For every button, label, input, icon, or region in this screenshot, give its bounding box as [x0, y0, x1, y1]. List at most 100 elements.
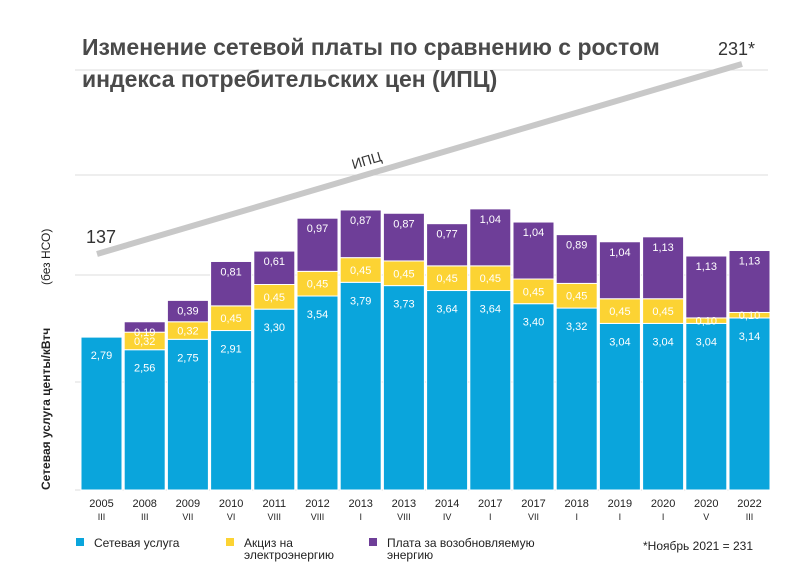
legend-entry-label: электроэнергию	[244, 548, 334, 562]
bar-segment-network	[123, 349, 166, 491]
data-label: 0,45	[652, 306, 673, 318]
bar-segment-renewable	[555, 234, 598, 284]
chart-title-line-2: индекса потребительских цен (ИПЦ)	[82, 66, 497, 92]
data-label: 0,10	[739, 310, 760, 322]
data-label: 2,91	[220, 344, 241, 356]
data-label: 3,64	[436, 304, 457, 316]
data-label: 0,45	[220, 313, 241, 325]
bar-segment-renewable	[382, 212, 425, 262]
bar-segment-network	[296, 295, 339, 491]
legend-swatch	[369, 538, 377, 546]
cpi-line	[96, 61, 743, 257]
x-tick-year: 2008	[132, 498, 156, 510]
x-tick-year: 2011	[262, 498, 286, 510]
data-label: 3,79	[350, 295, 371, 307]
bar-segment-renewable	[123, 321, 166, 333]
x-tick-month: I	[489, 512, 492, 522]
bar-segment-network	[685, 322, 728, 491]
bar-segment-excise	[598, 298, 641, 324]
data-label: 1,04	[480, 214, 501, 226]
bar-segment-renewable	[728, 250, 771, 313]
data-label: 0,39	[177, 305, 198, 317]
x-tick-year: 2010	[219, 498, 243, 510]
data-label: 0,89	[566, 240, 587, 252]
chart-title-line-1: Изменение сетевой платы по сравнению с р…	[82, 34, 660, 60]
data-label: 0,77	[436, 229, 457, 241]
data-label: 0,87	[393, 218, 414, 230]
x-tick-month: VI	[227, 512, 236, 522]
x-tick-month: III	[98, 512, 106, 522]
x-tick-year: 2013	[392, 498, 416, 510]
x-tick-month: I	[575, 512, 578, 522]
x-tick-month: VII	[528, 512, 539, 522]
x-tick-year: 2020	[694, 498, 718, 510]
x-tick-year: 2020	[651, 498, 675, 510]
x-tick-month: I	[662, 512, 665, 522]
bar-segment-excise	[339, 257, 382, 283]
bar-segment-excise	[253, 284, 296, 310]
x-tick-year: 2022	[737, 498, 761, 510]
bar-segment-renewable	[469, 208, 512, 267]
x-tick-month: III	[141, 512, 149, 522]
data-label: 2,75	[177, 352, 198, 364]
cpi-start-label: 137	[86, 227, 116, 247]
data-label: 1,13	[696, 261, 717, 273]
x-tick-month: III	[746, 512, 754, 522]
data-label: 0,97	[307, 223, 328, 235]
x-axis-ticks: 2005III2008III2009VII2010VI2011VIII2012V…	[89, 498, 761, 522]
data-label: 0,45	[566, 291, 587, 303]
x-tick-month: V	[703, 512, 709, 522]
data-label: 3,30	[264, 322, 285, 334]
data-label: 3,14	[739, 331, 760, 343]
legend-swatch	[76, 538, 84, 546]
data-label: 0,45	[264, 292, 285, 304]
bar-segment-renewable	[598, 241, 641, 300]
bar-segment-renewable	[685, 255, 728, 319]
data-label: 3,73	[393, 299, 414, 311]
x-tick-month: I	[359, 512, 362, 522]
x-tick-year: 2018	[564, 498, 588, 510]
x-tick-month: VIII	[268, 512, 282, 522]
bar-segment-renewable	[166, 299, 209, 323]
bar-segment-excise	[426, 265, 469, 292]
data-label: 2,56	[134, 363, 155, 375]
bar-segment-network	[382, 285, 425, 491]
data-label: 1,13	[652, 242, 673, 254]
x-tick-month: VIII	[397, 512, 411, 522]
x-tick-year: 2009	[176, 498, 200, 510]
data-label: 0,45	[523, 286, 544, 298]
bar-segment-network	[512, 303, 555, 491]
bar-segment-renewable	[642, 236, 685, 300]
bar-segment-network	[253, 308, 296, 491]
bar-segment-network	[598, 322, 641, 491]
data-label: 3,04	[652, 336, 673, 348]
bar-segment-excise	[512, 278, 555, 305]
data-label: 0,87	[350, 215, 371, 227]
bar-segment-network	[210, 330, 253, 491]
x-tick-month: VII	[182, 512, 193, 522]
data-label: 0,32	[134, 336, 155, 348]
legend-swatch	[226, 538, 234, 546]
bar-segment-network	[555, 307, 598, 491]
data-label: 0,45	[350, 265, 371, 277]
bar-segment-renewable	[512, 221, 555, 280]
data-label: 0,19	[134, 327, 155, 339]
bars	[80, 208, 771, 491]
x-tick-month: I	[619, 512, 622, 522]
x-tick-month: VIII	[311, 512, 325, 522]
data-label: 2,79	[91, 350, 112, 362]
data-label: 1,04	[523, 227, 544, 239]
data-label: 0,45	[307, 279, 328, 291]
bar-segment-renewable	[210, 260, 253, 307]
footnote: *Ноябрь 2021 = 231	[643, 539, 753, 553]
data-label: 0,10	[696, 316, 717, 328]
bar-segment-excise	[469, 265, 512, 292]
x-tick-year: 2005	[89, 498, 113, 510]
data-label: 3,40	[523, 317, 544, 329]
data-label: 3,04	[609, 336, 630, 348]
data-label: 0,45	[609, 306, 630, 318]
x-tick-year: 2017	[521, 498, 545, 510]
bar-segment-network	[469, 290, 512, 491]
bar-labels: 2,792,560,320,192,750,320,392,910,450,81…	[91, 214, 760, 375]
